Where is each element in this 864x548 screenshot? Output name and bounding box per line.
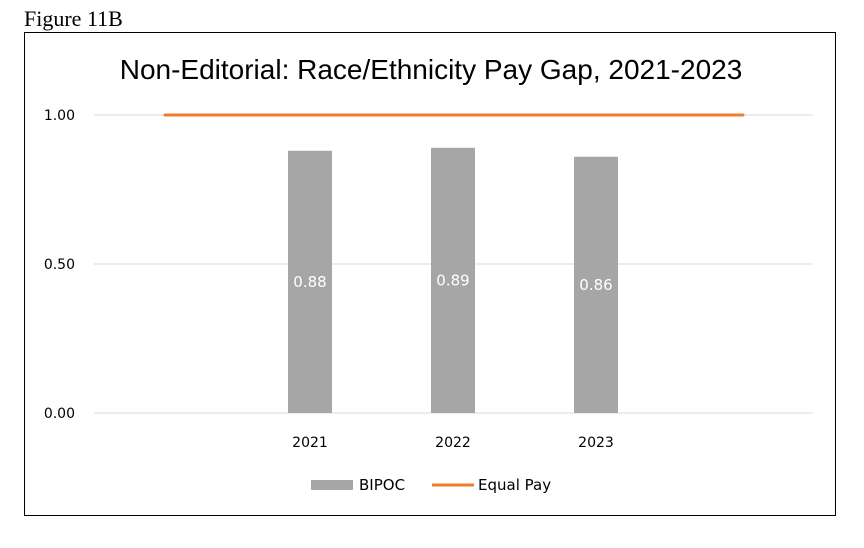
plot-area: 0.00 0.50 1.00 0.88 2021 0.89 2022 0.86 2023 [44,108,813,451]
data-label: 0.86 [579,276,612,294]
x-tick-label: 2021 [292,435,328,451]
x-tick-label: 2022 [435,435,471,451]
data-label: 0.88 [293,273,326,291]
bar-2023 [574,156,618,413]
legend-label-bipoc: BIPOC [359,476,405,494]
legend-swatch-bipoc [311,480,353,490]
bar-2022 [431,147,475,413]
y-tick-label: 1.00 [44,108,75,124]
y-tick-label: 0.50 [44,257,75,273]
chart: Non-Editorial: Race/Ethnicity Pay Gap, 2… [44,54,813,494]
chart-frame: Non-Editorial: Race/Ethnicity Pay Gap, 2… [24,32,836,516]
figure-label: Figure 11B [24,6,123,31]
legend: BIPOC Equal Pay [311,476,551,494]
y-tick-label: 0.00 [44,406,75,422]
x-tick-label: 2023 [578,435,614,451]
data-label: 0.89 [436,271,469,289]
bar-2021 [288,150,332,413]
legend-label-equal-pay: Equal Pay [478,476,551,494]
chart-title: Non-Editorial: Race/Ethnicity Pay Gap, 2… [120,54,743,85]
